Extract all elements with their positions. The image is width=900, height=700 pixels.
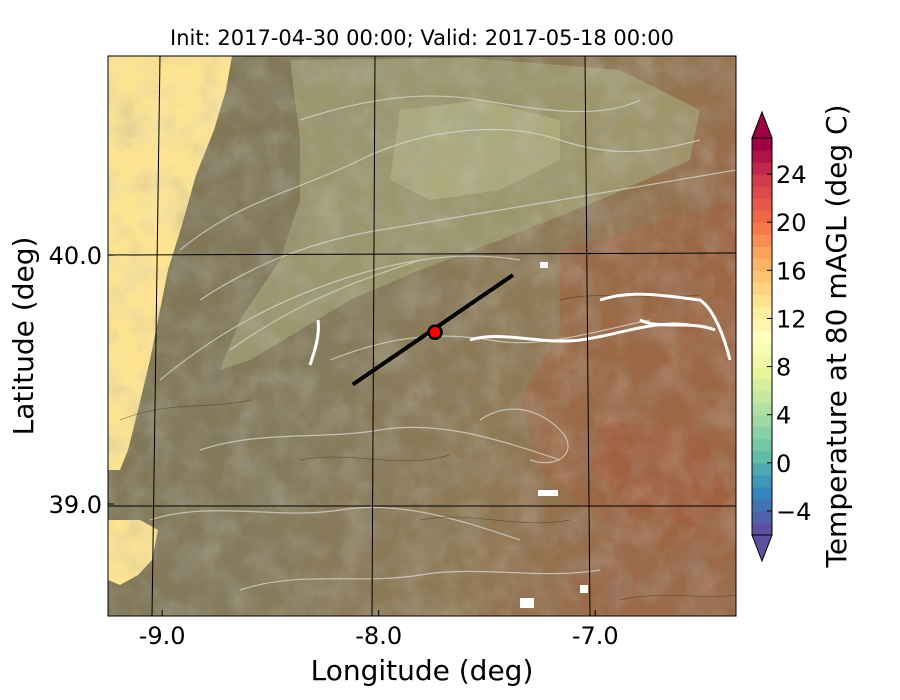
colorbar-tick-label: 12 [776, 305, 807, 333]
colorbar-segment [752, 366, 772, 380]
colorbar-segment [752, 186, 772, 199]
colorbar-tick-label: −4 [776, 498, 811, 526]
colorbar-label: Temperature at 80 mAGL (deg C) [820, 104, 853, 568]
colorbar-segment [752, 174, 772, 187]
colorbar-segment [752, 510, 772, 524]
colorbar-tick-label: 20 [776, 209, 807, 237]
plot-frame [107, 55, 737, 617]
colorbar-segment [752, 390, 772, 404]
y-tick-label: 40.0 [49, 242, 102, 270]
point-marker [427, 324, 443, 341]
colorbar-tick-label: 4 [776, 402, 791, 430]
x-axis-label: Longitude (deg) [311, 654, 534, 687]
colorbar-segment [752, 270, 772, 283]
colorbar-segment [752, 222, 772, 235]
colorbar-extend-max [751, 110, 773, 139]
colorbar-segment [752, 342, 772, 356]
x-tick-label: -8.0 [355, 622, 402, 650]
colorbar-segment [752, 318, 772, 332]
colorbar-segment [752, 282, 772, 295]
colorbar-frame [751, 137, 773, 536]
x-tick-label: -9.0 [139, 622, 186, 650]
x-tick-label: -7.0 [572, 622, 619, 650]
colorbar-segment [752, 354, 772, 368]
y-axis-ticks: 39.0 40.0 [49, 242, 114, 519]
colorbar-segment [752, 450, 772, 464]
colorbar-segment [752, 414, 772, 428]
map-grid [108, 56, 736, 616]
colorbar-segment [752, 306, 772, 320]
y-tick-label: 39.0 [49, 491, 102, 519]
colorbar-segment [752, 198, 772, 211]
colorbar-tick-label: 0 [776, 450, 791, 478]
colorbar-tick-label: 16 [776, 257, 807, 285]
y-axis-label: Latitude (deg) [7, 237, 40, 436]
colorbar-segment [752, 438, 772, 452]
colorbar-extend-min [751, 534, 773, 563]
colorbar-segment [752, 258, 772, 271]
x-axis-ticks: -9.0 -8.0 -7.0 [139, 610, 619, 650]
colorbar-tick-label: 24 [776, 161, 807, 189]
colorbar-segment [752, 234, 772, 247]
colorbar-segment [752, 294, 772, 308]
colorbar-segment [752, 498, 772, 512]
colorbar-segment [752, 246, 772, 259]
colorbar-segment [752, 138, 772, 151]
colorbar-segment [752, 150, 772, 163]
chart-title: Init: 2017-04-30 00:00; Valid: 2017-05-1… [170, 26, 674, 50]
colorbar-segment [752, 378, 772, 392]
colorbar-tick-label: 8 [776, 354, 791, 382]
colorbar-segment [752, 210, 772, 223]
colorbar-segment [752, 426, 772, 440]
rivers [308, 292, 732, 366]
colorbar-segment [752, 474, 772, 488]
colorbar-segment [752, 330, 772, 344]
colorbar-segment [752, 402, 772, 416]
colorbar-segment [752, 162, 772, 175]
colorbar-segment [752, 462, 772, 476]
colorbar-segment [752, 486, 772, 500]
colorbar: −4 0 4 8 12 16 20 24 [751, 110, 811, 563]
river-blobs [520, 262, 588, 608]
colorbar-segment [752, 522, 772, 536]
contour-lines [149, 95, 736, 591]
